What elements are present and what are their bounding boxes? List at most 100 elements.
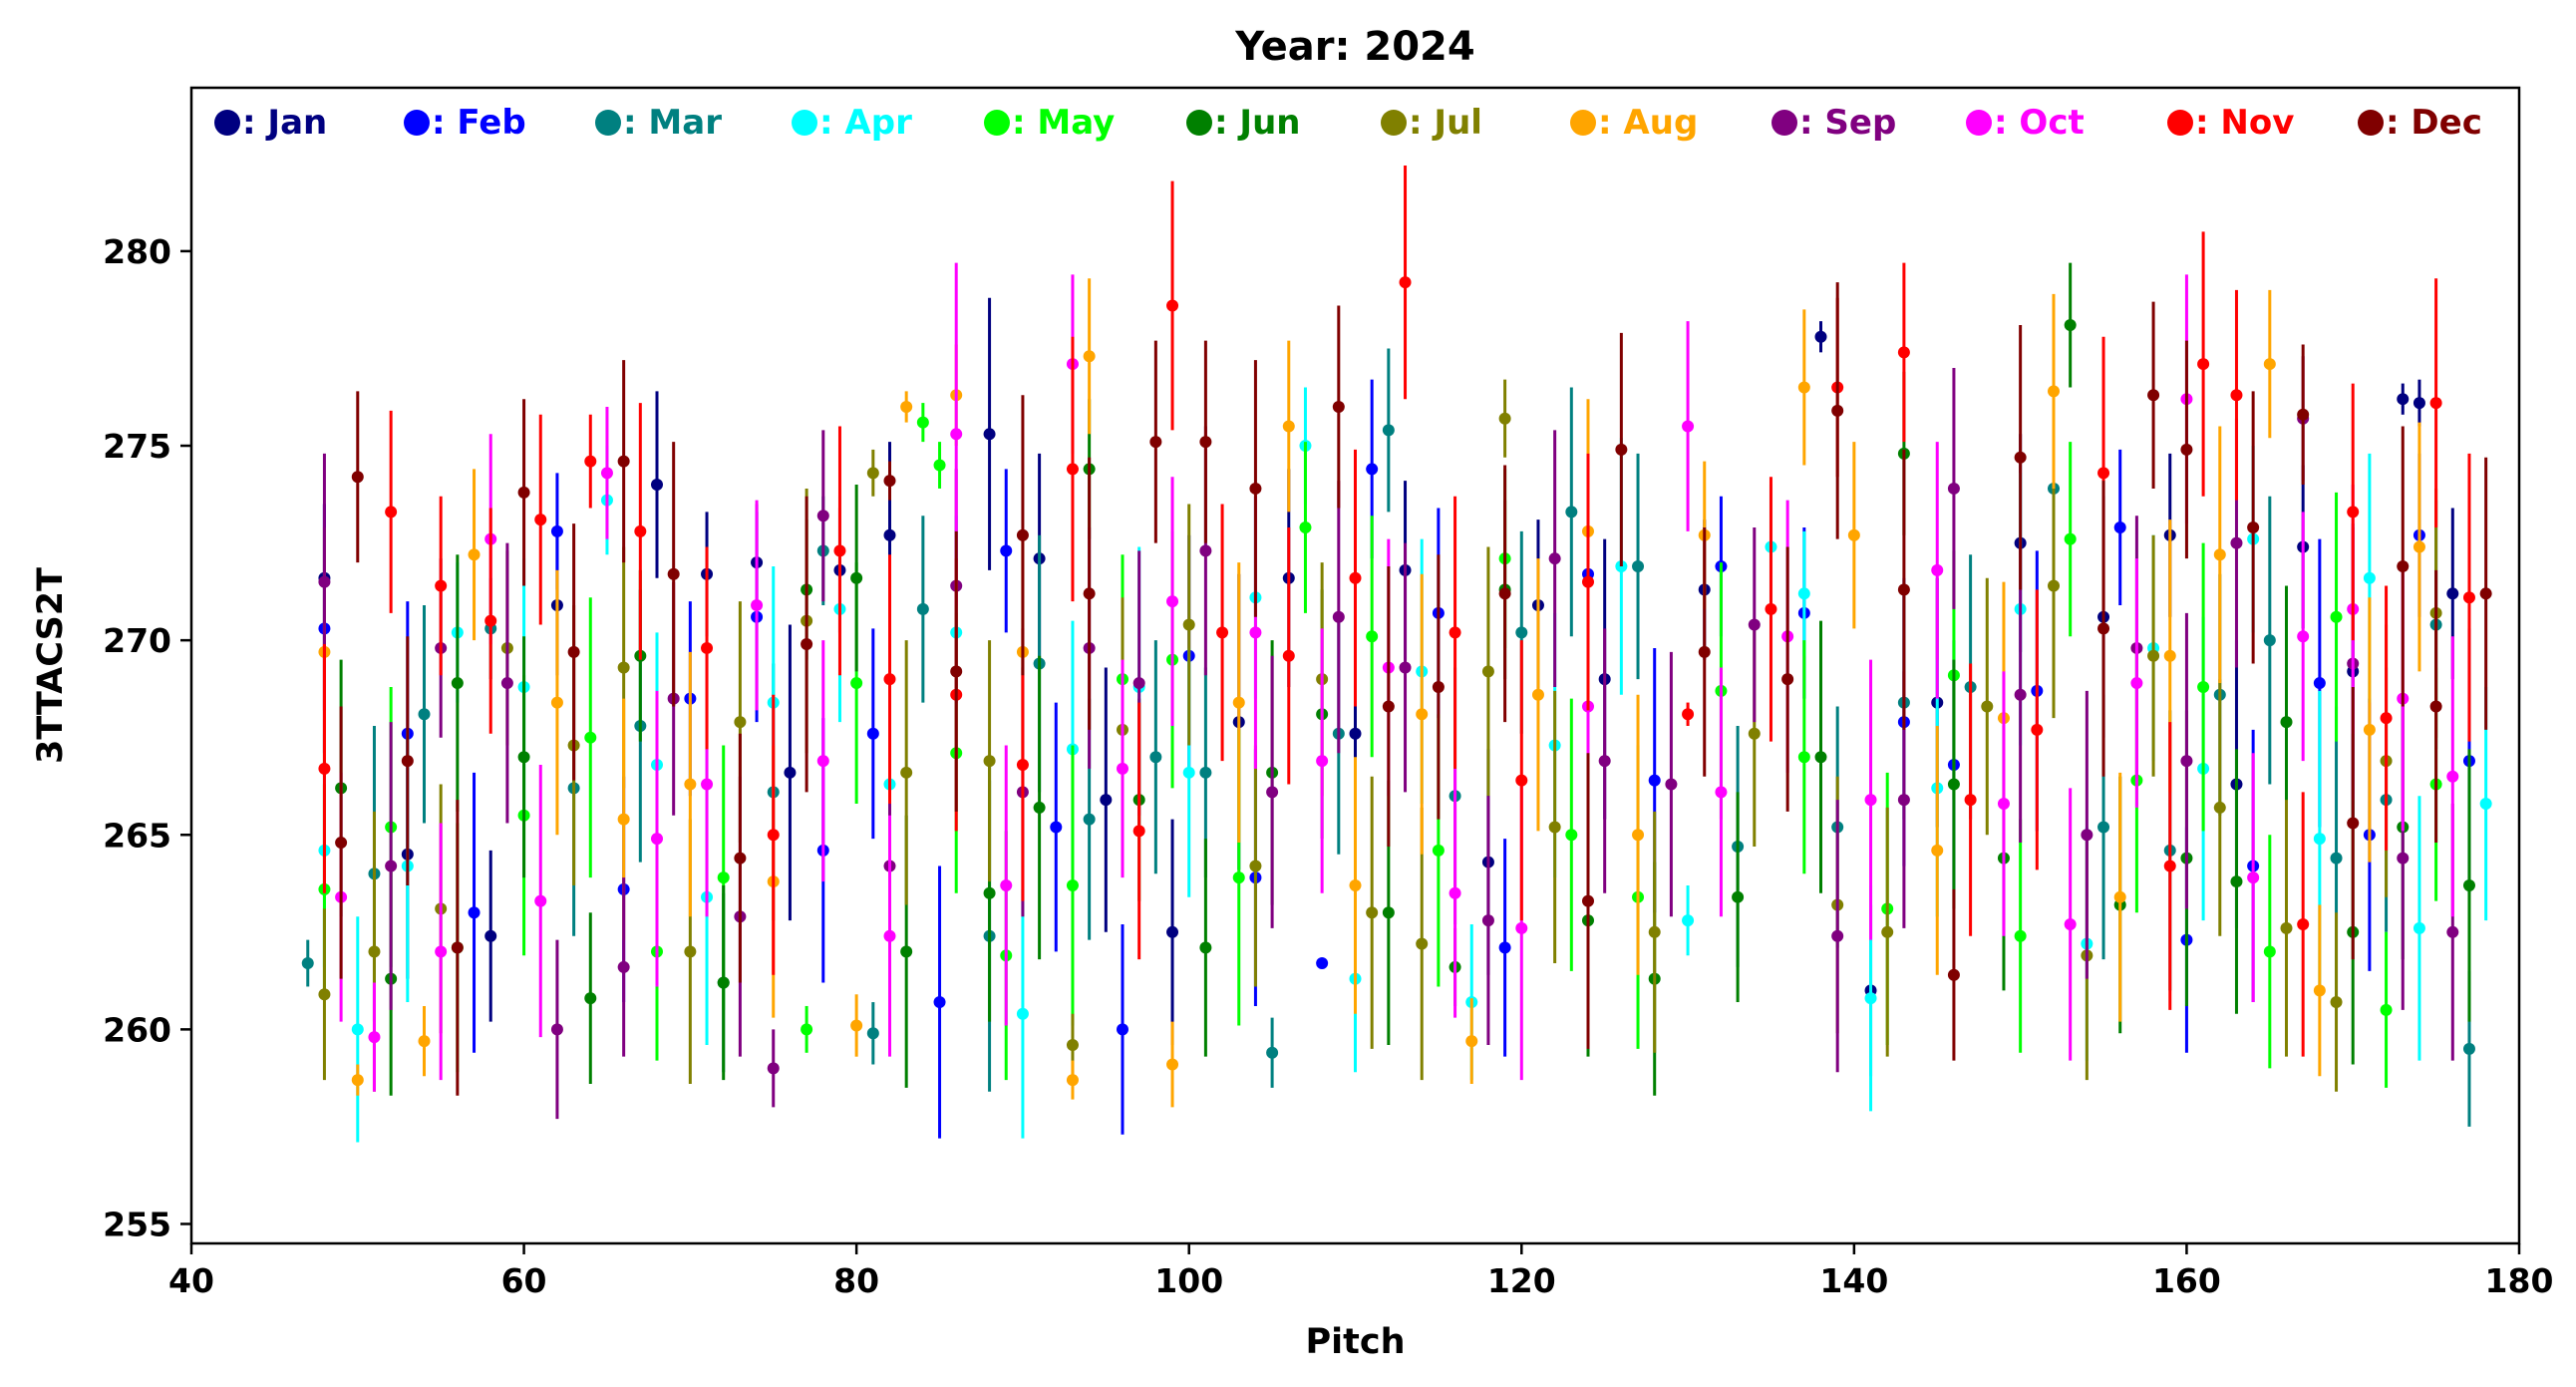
data-point [1931, 563, 1944, 576]
data-point [684, 778, 697, 791]
data-point [2479, 587, 2492, 600]
x-axis-label: Pitch [1305, 1322, 1405, 1362]
data-point [2230, 536, 2243, 549]
data-point [1831, 929, 1844, 942]
data-point [2413, 540, 2425, 553]
data-point [1814, 751, 1827, 764]
data-point [2014, 929, 2027, 942]
data-point [1100, 794, 1113, 807]
data-point [801, 638, 813, 651]
data-point [1947, 482, 1960, 495]
data-point [916, 416, 929, 429]
data-point [2413, 397, 2425, 410]
x-tick-label: 100 [1154, 1261, 1223, 1300]
data-point [950, 428, 963, 441]
data-point [617, 960, 630, 973]
data-point [484, 614, 497, 627]
data-point [1548, 821, 1561, 834]
data-point [1166, 925, 1179, 938]
data-point [1016, 759, 1029, 772]
data-point [1050, 821, 1063, 834]
data-point [1266, 786, 1279, 799]
data-point [2147, 649, 2160, 662]
data-point [634, 524, 647, 537]
data-point [684, 945, 697, 958]
legend-marker [404, 110, 430, 136]
data-point [1000, 878, 1013, 891]
data-point [883, 673, 896, 686]
data-point [1299, 520, 1312, 533]
legend-label: : Oct [1994, 103, 2085, 143]
data-point [2330, 996, 2343, 1009]
data-point [816, 755, 829, 768]
data-point [1249, 860, 1262, 872]
data-point [2462, 878, 2475, 891]
data-point [850, 1019, 863, 1032]
data-point [2313, 677, 2326, 690]
y-tick-label: 265 [103, 816, 171, 855]
data-point [484, 929, 497, 942]
data-point [1282, 420, 1295, 433]
data-point [1682, 914, 1695, 927]
data-point [1565, 506, 1578, 519]
legend-label: : Nov [2195, 103, 2294, 143]
data-point [1083, 350, 1096, 363]
data-point [584, 992, 597, 1005]
data-point [2297, 918, 2310, 931]
data-point [401, 755, 414, 768]
data-point [1632, 829, 1645, 842]
legend-marker [1771, 110, 1797, 136]
data-point [1582, 894, 1594, 907]
data-point [2462, 1042, 2475, 1055]
data-point [933, 996, 946, 1009]
data-point [1797, 751, 1810, 764]
data-point [1349, 571, 1362, 584]
x-axis: 40 60 80 100 120 140 160 180 [168, 1243, 2553, 1300]
data-point [2113, 890, 2126, 903]
data-point [1847, 528, 1860, 541]
data-point [751, 599, 764, 612]
data-point [301, 957, 314, 970]
data-point [1066, 1074, 1079, 1087]
data-point [1349, 878, 1362, 891]
data-point [2297, 408, 2310, 421]
data-point [2097, 622, 2110, 635]
y-tick-label: 270 [103, 621, 171, 660]
data-point [850, 571, 863, 584]
data-point [1548, 552, 1561, 565]
data-point [651, 833, 663, 846]
legend-label: : Jun [1214, 103, 1301, 143]
data-point [1249, 482, 1262, 495]
data-point [1332, 400, 1345, 413]
legend-label: : Sep [1799, 103, 1896, 143]
data-point [2230, 875, 2243, 888]
data-point [1332, 610, 1345, 623]
data-point [2197, 680, 2210, 693]
data-point [550, 524, 563, 537]
data-point [883, 475, 896, 488]
data-point [2446, 770, 2459, 783]
data-point [1498, 412, 1511, 425]
data-point [1565, 829, 1578, 842]
data-point [983, 428, 996, 441]
legend-marker [595, 110, 621, 136]
data-point [1182, 618, 1195, 631]
data-point [833, 544, 846, 557]
data-point [1449, 626, 1461, 639]
data-point [318, 988, 331, 1001]
data-point [1748, 727, 1761, 740]
data-point [1432, 844, 1445, 857]
data-point [1881, 925, 1894, 938]
data-point [2247, 520, 2260, 533]
legend-label: : Dec [2386, 103, 2482, 143]
data-point [1814, 330, 1827, 343]
data-point [1897, 583, 1910, 596]
data-point [600, 467, 613, 480]
data-point [2163, 860, 2176, 872]
data-point [667, 567, 680, 580]
data-point [2014, 688, 2027, 701]
data-point [368, 945, 381, 958]
legend-label: : Jul [1409, 103, 1482, 143]
data-point [866, 1027, 879, 1040]
data-point [1682, 708, 1695, 721]
